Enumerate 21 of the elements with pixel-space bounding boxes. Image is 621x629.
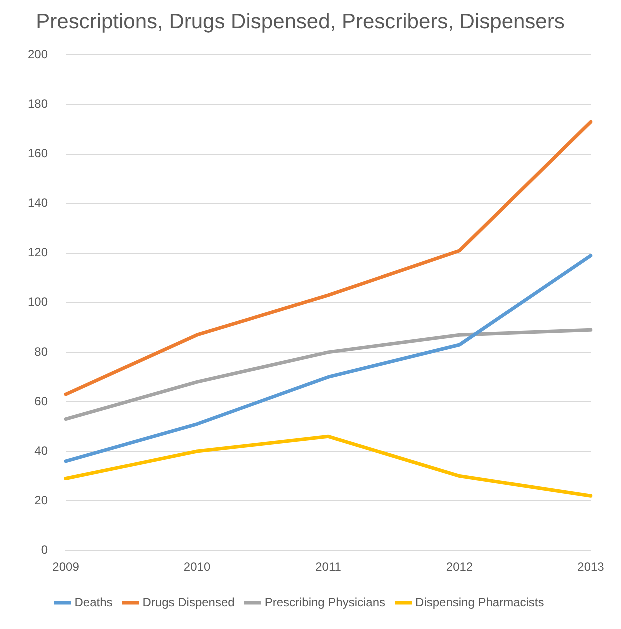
x-tick-label: 2012 <box>446 560 474 574</box>
y-tick-label: 20 <box>34 493 48 508</box>
y-tick-label: 100 <box>28 295 48 310</box>
y-tick-label: 200 <box>28 48 48 62</box>
y-tick-label: 60 <box>34 394 48 408</box>
y-tick-label: 180 <box>28 97 48 112</box>
legend-label: Dispensing Pharmacists <box>416 595 544 610</box>
legend-label: Prescribing Physicians <box>264 595 386 610</box>
x-tick-label: 2013 <box>578 560 605 574</box>
y-tick-label: 120 <box>28 246 48 260</box>
x-tick-label: 2011 <box>316 560 342 574</box>
y-tick-label: 0 <box>41 542 48 557</box>
y-tick-label: 40 <box>34 444 48 458</box>
y-tick-label: 80 <box>34 344 48 359</box>
x-tick-label: 2009 <box>52 560 80 574</box>
x-tick-label: 2010 <box>184 560 211 574</box>
legend-label: Drugs Dispensed <box>142 595 235 610</box>
chart-title: Prescriptions, Drugs Dispensed, Prescribers, Dispensers <box>36 10 565 34</box>
y-tick-label: 160 <box>28 146 48 161</box>
y-tick-label: 140 <box>28 196 48 210</box>
legend-label: Deaths <box>74 595 113 610</box>
